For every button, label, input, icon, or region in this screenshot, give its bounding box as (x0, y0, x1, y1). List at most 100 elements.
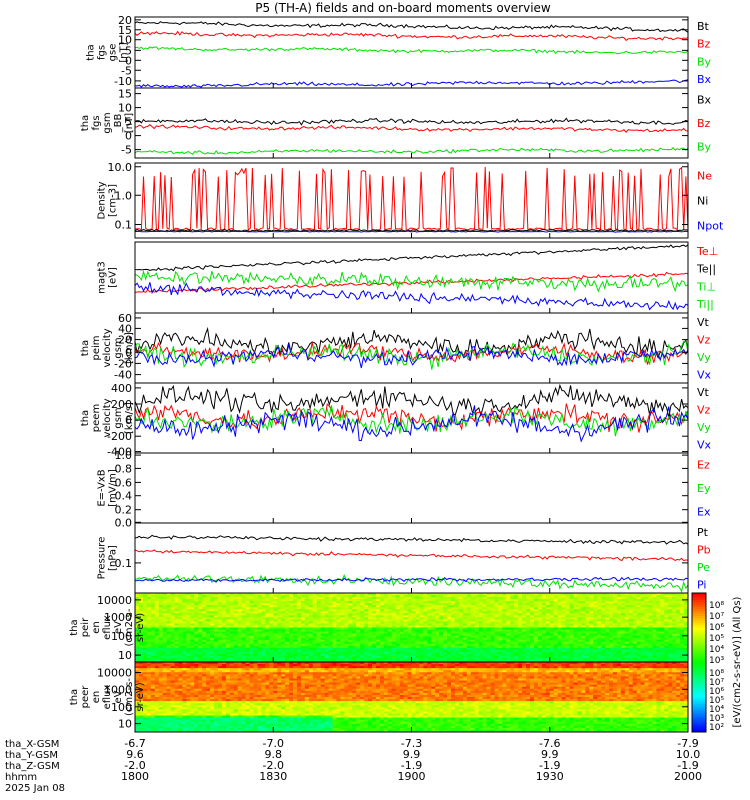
spectrogram-cell (138, 635, 144, 639)
spectrogram-cell (229, 599, 235, 602)
spectrogram-cell (269, 599, 274, 602)
spectrogram-cell (364, 627, 369, 630)
spectrogram-cell (206, 619, 211, 622)
spectrogram-cell (486, 643, 491, 647)
spectrogram-cell (612, 629, 618, 632)
spectrogram-cell (146, 623, 152, 626)
spectrogram-cell (154, 593, 160, 596)
spectrogram-cell (601, 625, 606, 628)
spectrogram-cell (403, 639, 408, 643)
spectrogram-cell (352, 599, 357, 602)
spectrogram-cell (178, 611, 183, 614)
spectrogram-cell (648, 611, 653, 614)
spectrogram-cell (324, 617, 329, 620)
spectrogram-cell (182, 623, 187, 626)
spectrogram-cell (162, 657, 167, 661)
spectrogram-cell (561, 617, 566, 620)
spectrogram-cell (541, 627, 547, 630)
spectrogram-cell (300, 607, 306, 610)
spectrogram-cell (221, 625, 227, 628)
spectrogram-cell (210, 593, 215, 596)
spectrogram-cell (316, 621, 322, 624)
spectrogram-cell (387, 605, 393, 608)
spectrogram-cell (324, 605, 329, 608)
spectrogram-cell (593, 607, 598, 610)
spectrogram-cell (368, 633, 373, 637)
spectrogram-cell (616, 641, 622, 645)
spectrogram-cell (640, 647, 645, 651)
spectrogram-cell (470, 597, 476, 600)
spectrogram-cell (379, 643, 385, 647)
spectrogram-cell (387, 643, 393, 647)
spectrogram-cell (620, 625, 626, 628)
spectrogram-cell (277, 595, 282, 598)
spectrogram-cell (300, 631, 306, 634)
spectrogram-cell (581, 647, 586, 651)
spectrogram-cell (261, 617, 266, 620)
spectrogram-cell (356, 621, 361, 624)
spectrogram-cell (593, 621, 598, 624)
spectrogram-cell (352, 601, 357, 604)
spectrogram-cell (391, 649, 397, 653)
spectrogram-cell (451, 615, 456, 618)
spectrogram-cell (138, 621, 144, 624)
spectrogram-cell (368, 639, 373, 643)
spectrogram-cell (565, 653, 570, 657)
spectrogram-cell (186, 641, 191, 645)
spectrogram-cell (573, 639, 578, 643)
spectrogram-cell (375, 645, 381, 649)
spectrogram-cell (178, 637, 183, 641)
spectrogram-cell (312, 619, 318, 622)
spectrogram-cell (150, 629, 156, 632)
spectrogram-cell (375, 609, 381, 612)
spectrogram-cell (581, 627, 586, 630)
spectrogram-cell (514, 631, 519, 634)
spectrogram-cell (379, 645, 385, 649)
spectrogram-cell (202, 657, 207, 661)
spectrogram-cell (581, 639, 586, 643)
spectrogram-cell (229, 623, 235, 626)
spectrogram-cell (403, 617, 408, 620)
spectrogram-cell (415, 621, 420, 624)
series-line-Te⊥ (134, 271, 689, 293)
spectrogram-cell (526, 603, 531, 606)
spectrogram-cell (443, 635, 448, 639)
spectrogram-cell (395, 641, 401, 645)
spectrogram-cell (375, 605, 381, 608)
spectrogram-cell (403, 615, 408, 618)
spectrogram-cell (312, 645, 318, 649)
y-axis-label: tha (80, 410, 91, 426)
spectrogram-cell (293, 649, 298, 653)
spectrogram-cell (597, 615, 602, 618)
spectrogram-cell (518, 655, 523, 659)
spectrogram-cell (233, 647, 239, 651)
spectrogram-cell (672, 635, 677, 639)
spectrogram-cell (217, 641, 223, 645)
spectrogram-cell (360, 659, 365, 663)
spectrogram-cell (526, 621, 531, 624)
spectrogram-cell (474, 637, 480, 641)
spectrogram-cell (581, 643, 586, 647)
spectrogram-cell (589, 637, 594, 641)
spectrogram-cell (269, 659, 274, 663)
spectrogram-cell (522, 605, 527, 608)
spectrogram-cell (154, 635, 160, 639)
spectrogram-cell (510, 611, 515, 614)
y-tick-label: 0.2 (115, 504, 133, 517)
spectrogram-cell (612, 627, 618, 630)
spectrogram-cell (285, 623, 290, 626)
spectrogram-cell (660, 653, 665, 657)
spectrogram-cell (482, 651, 487, 655)
spectrogram-cell (138, 613, 144, 616)
spectrogram-cell (589, 659, 594, 663)
spectrogram-cell (431, 603, 436, 606)
spectrogram-cell (237, 593, 243, 596)
spectrogram-cell (332, 657, 337, 661)
spectrogram-cell (577, 641, 582, 645)
spectrogram-cell (672, 645, 677, 649)
spectrogram-cell (427, 631, 432, 634)
spectrogram-cell (447, 637, 452, 641)
spectrogram-cell (253, 611, 258, 614)
spectrogram-cell (356, 605, 361, 608)
spectrogram-cell (486, 647, 491, 651)
